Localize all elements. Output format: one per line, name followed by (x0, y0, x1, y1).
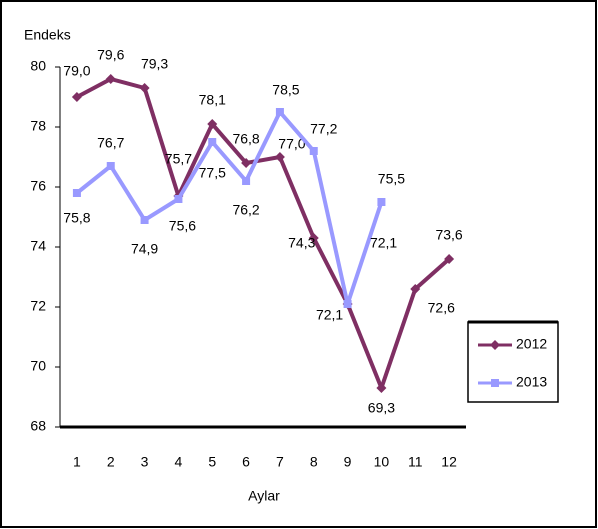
y-tick-label: 72 (30, 298, 46, 314)
x-tick-label: 9 (344, 454, 352, 470)
point (174, 195, 183, 203)
series-line (75, 110, 384, 306)
point (71, 92, 82, 102)
point (274, 152, 285, 162)
value-label: 77,0 (278, 136, 305, 152)
x-tick-label: 12 (441, 454, 457, 470)
legend-marker (490, 340, 500, 350)
point (207, 119, 218, 129)
point (72, 189, 81, 197)
y-tick-label: 80 (30, 58, 46, 74)
point (376, 383, 387, 393)
value-label: 79,6 (97, 47, 124, 63)
y-tick-label: 68 (30, 418, 46, 434)
point (106, 162, 115, 170)
value-label: 78,5 (272, 82, 299, 98)
value-label: 75,7 (165, 151, 192, 167)
value-label: 75,5 (378, 171, 405, 187)
legend-label: 2012 (516, 336, 547, 352)
x-tick-label: 5 (208, 454, 216, 470)
value-label: 79,0 (63, 63, 90, 79)
value-label: 72,1 (316, 307, 343, 323)
point (377, 198, 386, 206)
x-tick-label: 10 (374, 454, 390, 470)
point (140, 216, 149, 224)
point (208, 138, 217, 146)
value-label: 76,7 (97, 135, 124, 151)
x-tick-label: 3 (141, 454, 149, 470)
value-label: 74,3 (288, 235, 315, 251)
y-axis-title: Endeks (24, 27, 71, 43)
legend-box (467, 321, 559, 403)
value-label: 72,1 (370, 235, 397, 251)
point (139, 83, 150, 93)
x-tick-label: 11 (408, 454, 423, 470)
value-label: 76,8 (232, 131, 259, 147)
y-tick-label: 74 (30, 238, 46, 254)
point (343, 300, 352, 308)
y-tick-label: 78 (30, 118, 46, 134)
value-label: 69,3 (368, 400, 395, 416)
point (309, 147, 318, 155)
point (275, 108, 284, 116)
value-label: 72,6 (428, 300, 455, 316)
x-axis-title: Aylar (248, 488, 280, 504)
point (444, 254, 455, 264)
point (242, 177, 251, 185)
value-label: 75,8 (63, 210, 90, 226)
value-label: 77,2 (310, 121, 337, 137)
point (105, 74, 116, 84)
value-label: 79,3 (141, 56, 168, 72)
value-label: 76,2 (232, 202, 259, 218)
series-line (75, 77, 451, 390)
y-tick-label: 76 (30, 178, 46, 194)
y-tick-label: 70 (30, 358, 46, 374)
point (410, 284, 421, 294)
value-label: 73,6 (435, 227, 462, 243)
value-label: 77,5 (199, 165, 226, 181)
legend-marker (491, 379, 499, 387)
point (241, 158, 252, 168)
value-label: 75,6 (169, 218, 196, 234)
x-tick-label: 1 (73, 454, 81, 470)
value-label: 74,9 (131, 241, 158, 257)
value-label: 78,1 (199, 92, 226, 108)
x-tick-label: 7 (276, 454, 284, 470)
x-tick-label: 8 (310, 454, 318, 470)
x-tick-label: 4 (175, 454, 183, 470)
x-tick-label: 2 (107, 454, 115, 470)
x-tick-label: 6 (242, 454, 250, 470)
point (308, 233, 319, 243)
legend-label: 2013 (516, 374, 547, 390)
